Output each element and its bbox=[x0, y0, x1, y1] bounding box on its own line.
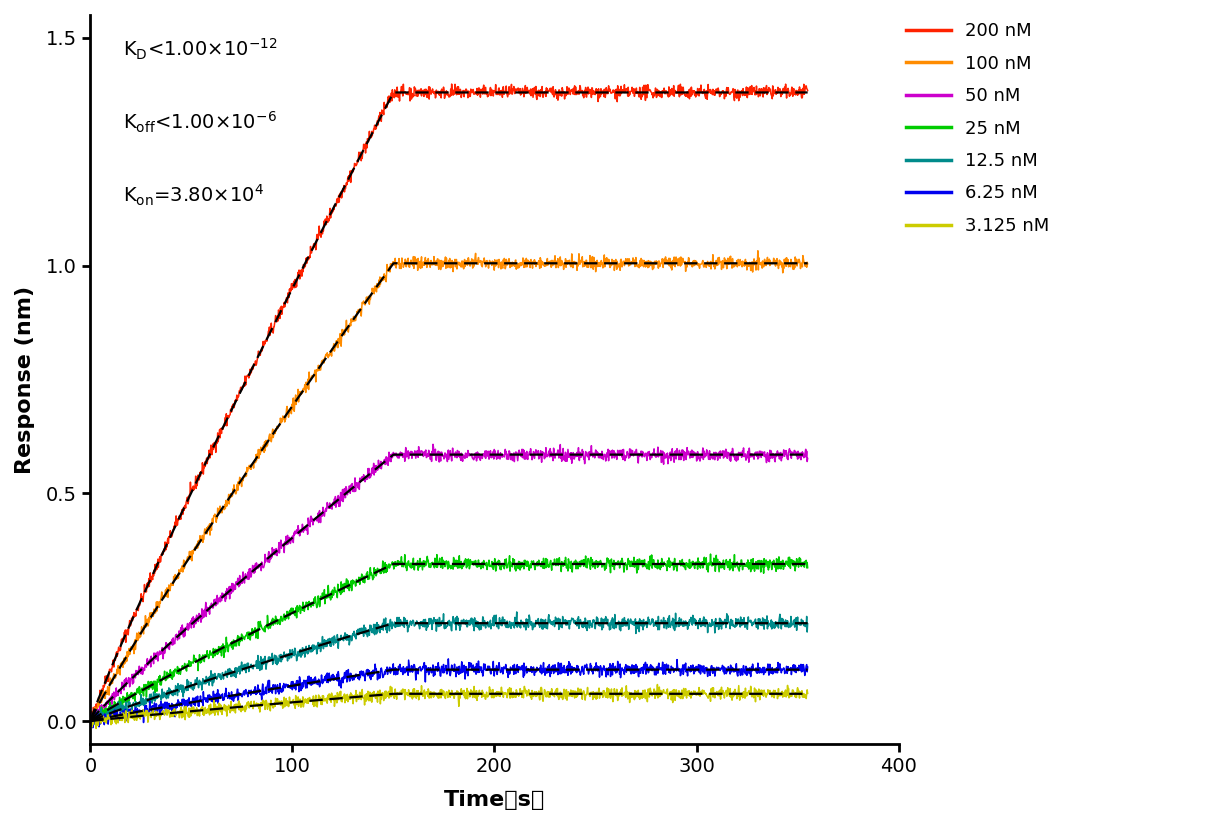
Legend: 200 nM, 100 nM, 50 nM, 25 nM, 12.5 nM, 6.25 nM, 3.125 nM: 200 nM, 100 nM, 50 nM, 25 nM, 12.5 nM, 6… bbox=[898, 15, 1057, 242]
Text: $\mathregular{K_D}$<1.00×10$\mathregular{^{-12}}$: $\mathregular{K_D}$<1.00×10$\mathregular… bbox=[123, 37, 277, 62]
Text: $\mathregular{K_{on}}$=3.80×10$\mathregular{^4}$: $\mathregular{K_{on}}$=3.80×10$\mathregu… bbox=[123, 182, 264, 208]
X-axis label: Time（s）: Time（s） bbox=[444, 790, 545, 810]
Text: $\mathregular{K_{off}}$<1.00×10$\mathregular{^{-6}}$: $\mathregular{K_{off}}$<1.00×10$\mathreg… bbox=[123, 110, 276, 135]
Y-axis label: Response (nm): Response (nm) bbox=[15, 285, 34, 474]
